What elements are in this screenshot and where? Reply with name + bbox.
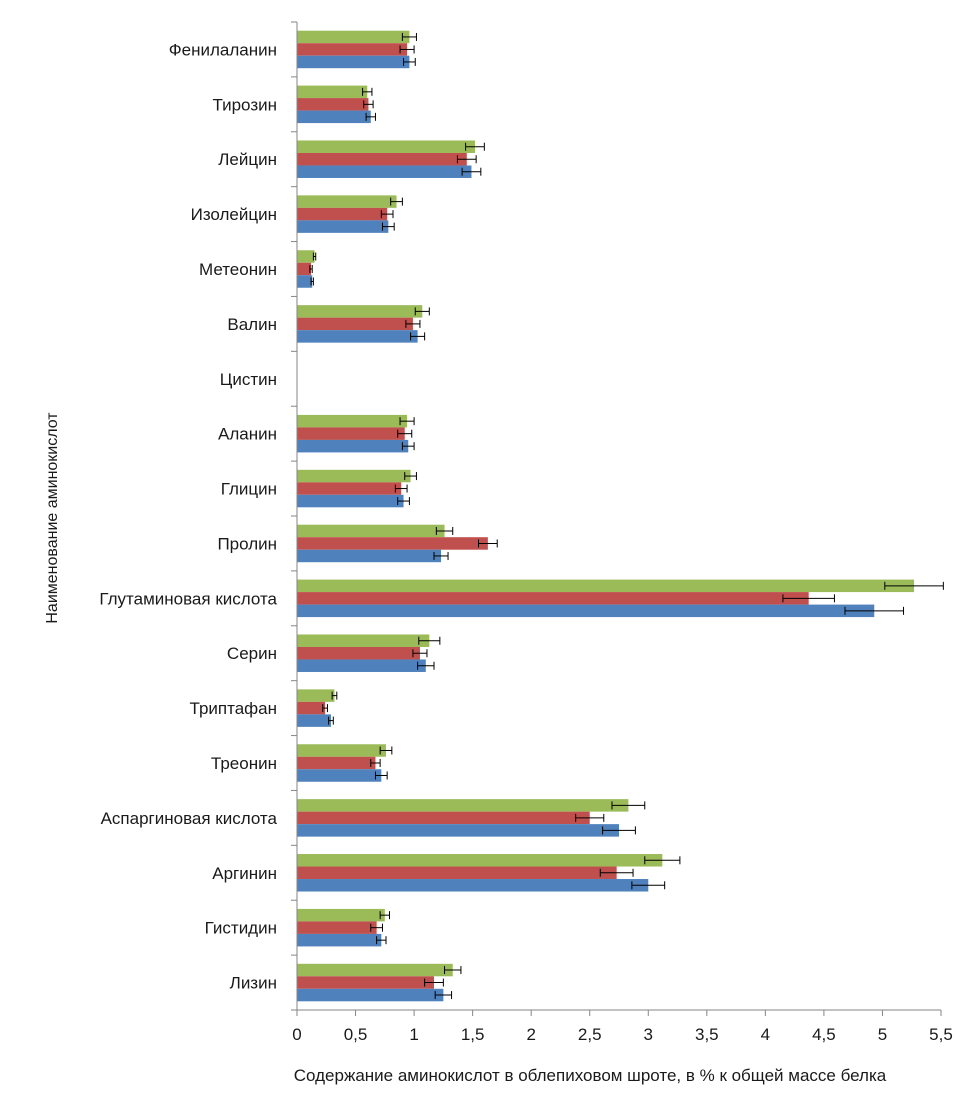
bar-14-series-1 [297, 744, 386, 757]
category-label: Гистидин [205, 919, 277, 938]
bar-3-series-3 [297, 165, 472, 178]
category-label: Треонин [211, 754, 277, 773]
bar-9-series-2 [297, 482, 402, 495]
bar-16-series-1 [297, 854, 663, 867]
bar-15-series-2 [297, 811, 590, 825]
category-label: Лейцин [218, 150, 277, 169]
x-tick-label: 3 [644, 1025, 653, 1044]
category-label: Глицин [221, 480, 277, 499]
bar-17-series-2 [297, 921, 377, 934]
bar-16-series-3 [297, 879, 649, 892]
bar-8-series-3 [297, 439, 409, 453]
bar-2-series-3 [297, 110, 371, 124]
x-tick-label: 2,5 [578, 1025, 602, 1044]
category-label: Серин [227, 644, 277, 663]
x-tick-label: 0 [292, 1025, 301, 1044]
bar-17-series-1 [297, 908, 385, 922]
bar-3-series-2 [297, 152, 467, 166]
category-label: Аланин [218, 425, 277, 444]
bar-10-series-2 [297, 537, 488, 550]
category-label: Лизин [230, 974, 277, 993]
x-tick-label: 1,5 [461, 1025, 485, 1044]
x-axis-title: Содержание аминокислот в облепиховом шро… [294, 1066, 887, 1085]
bar-10-series-3 [297, 549, 442, 563]
bar-5-series-3 [297, 275, 313, 288]
category-label: Аргинин [212, 864, 277, 883]
bar-5-series-1 [297, 250, 315, 263]
x-tick-label: 4,5 [812, 1025, 836, 1044]
category-label: Метеонин [199, 260, 277, 279]
bar-18-series-3 [297, 988, 444, 1002]
category-label: Изолейцин [191, 205, 277, 224]
category-label: Триптафан [190, 699, 277, 718]
category-label: Валин [227, 315, 277, 334]
bar-1-series-2 [297, 43, 408, 56]
x-tick-label: 1 [409, 1025, 418, 1044]
bar-6-series-1 [297, 305, 423, 318]
x-tick-label: 3,5 [695, 1025, 719, 1044]
bar-10-series-1 [297, 524, 445, 538]
x-tick-label: 5 [878, 1025, 887, 1044]
bar-13-series-1 [297, 689, 335, 702]
bar-11-series-2 [297, 592, 809, 605]
x-tick-label: 2 [526, 1025, 535, 1044]
bar-2-series-2 [297, 98, 369, 111]
bar-1-series-1 [297, 30, 410, 44]
bar-12-series-2 [297, 646, 420, 660]
bar-4-series-2 [297, 207, 388, 221]
bar-4-series-3 [297, 220, 389, 233]
bar-13-series-3 [297, 714, 331, 727]
bar-6-series-2 [297, 317, 413, 331]
bar-15-series-1 [297, 799, 629, 812]
bar-5-series-2 [297, 262, 312, 276]
category-label: Фенилаланин [169, 40, 277, 59]
category-label: Глутаминовая кислота [99, 589, 277, 608]
bar-6-series-3 [297, 330, 418, 343]
bar-16-series-2 [297, 866, 617, 880]
bar-1-series-3 [297, 55, 410, 69]
y-axis-title: Наименование аминокислот [44, 412, 61, 624]
x-tick-label: 5,5 [929, 1025, 953, 1044]
bar-4-series-1 [297, 195, 397, 208]
x-tick-label: 4 [761, 1025, 770, 1044]
bar-13-series-2 [297, 701, 326, 715]
bar-18-series-1 [297, 963, 453, 977]
bar-11-series-3 [297, 604, 875, 618]
x-tick-label: 0,5 [344, 1025, 368, 1044]
category-label: Цистин [220, 370, 277, 389]
bar-12-series-3 [297, 659, 426, 672]
bar-3-series-1 [297, 140, 475, 153]
bar-12-series-1 [297, 634, 430, 647]
bar-8-series-2 [297, 427, 405, 440]
bar-9-series-3 [297, 494, 404, 508]
bar-15-series-3 [297, 824, 619, 837]
bar-2-series-1 [297, 85, 368, 99]
category-label: Пролин [217, 534, 277, 553]
category-label: Аспаргиновая кислота [101, 809, 278, 828]
bar-8-series-1 [297, 414, 408, 428]
bar-9-series-1 [297, 469, 411, 483]
bar-14-series-3 [297, 769, 382, 782]
category-label: Тирозин [212, 95, 277, 114]
bar-18-series-2 [297, 976, 434, 989]
bar-17-series-3 [297, 933, 382, 947]
bar-14-series-2 [297, 756, 376, 770]
bar-11-series-1 [297, 579, 915, 593]
